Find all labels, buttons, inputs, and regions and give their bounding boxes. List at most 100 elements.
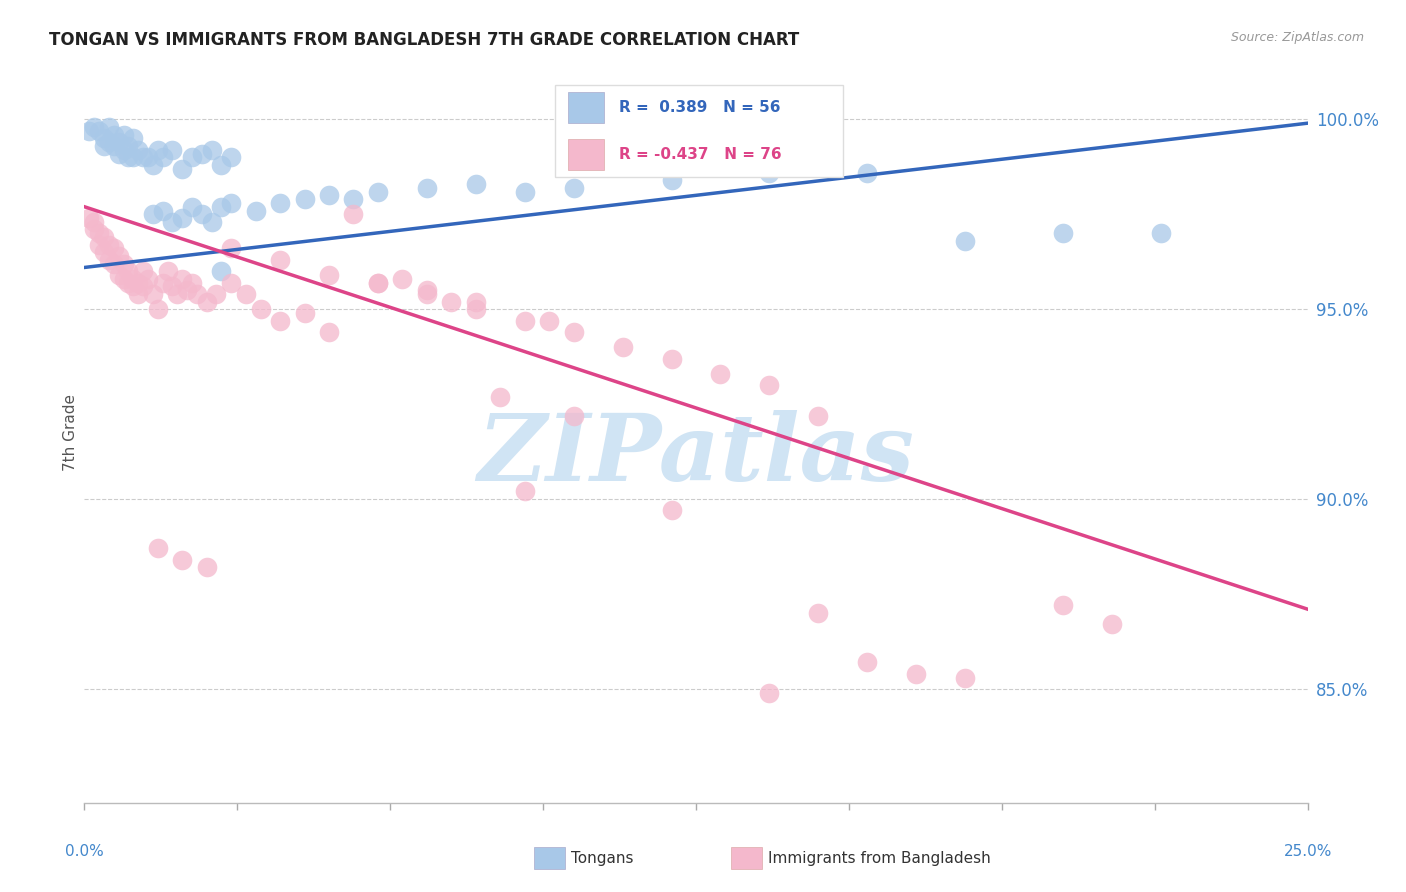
- Text: 0.0%: 0.0%: [65, 844, 104, 858]
- Point: [146, 302, 169, 317]
- Point: [269, 195, 291, 210]
- Point: [191, 207, 214, 221]
- Bar: [568, 92, 605, 123]
- Point: [219, 276, 242, 290]
- Point: [142, 158, 165, 172]
- Point: [166, 287, 188, 301]
- Point: [758, 686, 780, 700]
- Point: [107, 268, 129, 282]
- Point: [127, 143, 149, 157]
- Point: [953, 234, 976, 248]
- Point: [209, 200, 232, 214]
- Point: [172, 272, 194, 286]
- FancyBboxPatch shape: [555, 85, 842, 178]
- Point: [136, 272, 159, 286]
- Point: [93, 245, 115, 260]
- Point: [77, 211, 100, 226]
- Text: Source: ZipAtlas.com: Source: ZipAtlas.com: [1230, 31, 1364, 45]
- Point: [122, 131, 145, 145]
- Point: [464, 294, 486, 309]
- Point: [152, 203, 174, 218]
- Point: [77, 124, 100, 138]
- Point: [93, 139, 115, 153]
- Point: [152, 150, 174, 164]
- Point: [195, 294, 218, 309]
- Point: [612, 340, 634, 354]
- Point: [342, 192, 364, 206]
- Point: [132, 264, 155, 278]
- Point: [562, 409, 585, 423]
- Point: [1052, 227, 1074, 241]
- Point: [181, 150, 204, 164]
- Point: [142, 207, 165, 221]
- Point: [87, 227, 110, 241]
- Point: [219, 150, 242, 164]
- Point: [219, 195, 242, 210]
- Point: [416, 283, 439, 297]
- Point: [513, 484, 536, 499]
- Point: [103, 242, 125, 256]
- Point: [464, 177, 486, 191]
- Point: [117, 150, 139, 164]
- Point: [127, 287, 149, 301]
- Text: Immigrants from Bangladesh: Immigrants from Bangladesh: [768, 851, 990, 865]
- Text: TONGAN VS IMMIGRANTS FROM BANGLADESH 7TH GRADE CORRELATION CHART: TONGAN VS IMMIGRANTS FROM BANGLADESH 7TH…: [49, 31, 800, 49]
- Point: [117, 139, 139, 153]
- Text: Tongans: Tongans: [571, 851, 633, 865]
- Point: [132, 279, 155, 293]
- Point: [146, 143, 169, 157]
- Point: [181, 200, 204, 214]
- Point: [200, 143, 222, 157]
- Point: [83, 222, 105, 236]
- Point: [391, 272, 413, 286]
- Point: [905, 666, 928, 681]
- Point: [245, 203, 267, 218]
- Point: [103, 128, 125, 142]
- Bar: [568, 138, 605, 169]
- Point: [1101, 617, 1123, 632]
- Point: [661, 173, 683, 187]
- Point: [103, 139, 125, 153]
- Point: [513, 313, 536, 327]
- Text: ZIPatlas: ZIPatlas: [478, 409, 914, 500]
- Point: [562, 180, 585, 194]
- Point: [87, 124, 110, 138]
- Point: [513, 185, 536, 199]
- Point: [562, 325, 585, 339]
- Point: [112, 128, 135, 142]
- Point: [269, 252, 291, 267]
- Point: [294, 306, 316, 320]
- Point: [807, 409, 830, 423]
- Point: [209, 158, 232, 172]
- Point: [318, 188, 340, 202]
- Point: [117, 276, 139, 290]
- Point: [416, 180, 439, 194]
- Point: [489, 390, 512, 404]
- Text: R =  0.389   N = 56: R = 0.389 N = 56: [619, 100, 780, 115]
- Point: [172, 553, 194, 567]
- Point: [83, 215, 105, 229]
- Point: [107, 135, 129, 149]
- Point: [440, 294, 463, 309]
- Point: [219, 242, 242, 256]
- Point: [856, 165, 879, 179]
- Point: [367, 276, 389, 290]
- Point: [758, 378, 780, 392]
- Point: [122, 272, 145, 286]
- Point: [162, 279, 184, 293]
- Point: [464, 302, 486, 317]
- Point: [107, 146, 129, 161]
- Point: [209, 264, 232, 278]
- Point: [97, 252, 120, 267]
- Point: [156, 264, 179, 278]
- Point: [107, 249, 129, 263]
- Point: [709, 367, 731, 381]
- Point: [132, 150, 155, 164]
- Point: [142, 287, 165, 301]
- Point: [87, 237, 110, 252]
- Point: [186, 287, 208, 301]
- Point: [953, 671, 976, 685]
- Point: [122, 150, 145, 164]
- Point: [1052, 599, 1074, 613]
- Point: [172, 211, 194, 226]
